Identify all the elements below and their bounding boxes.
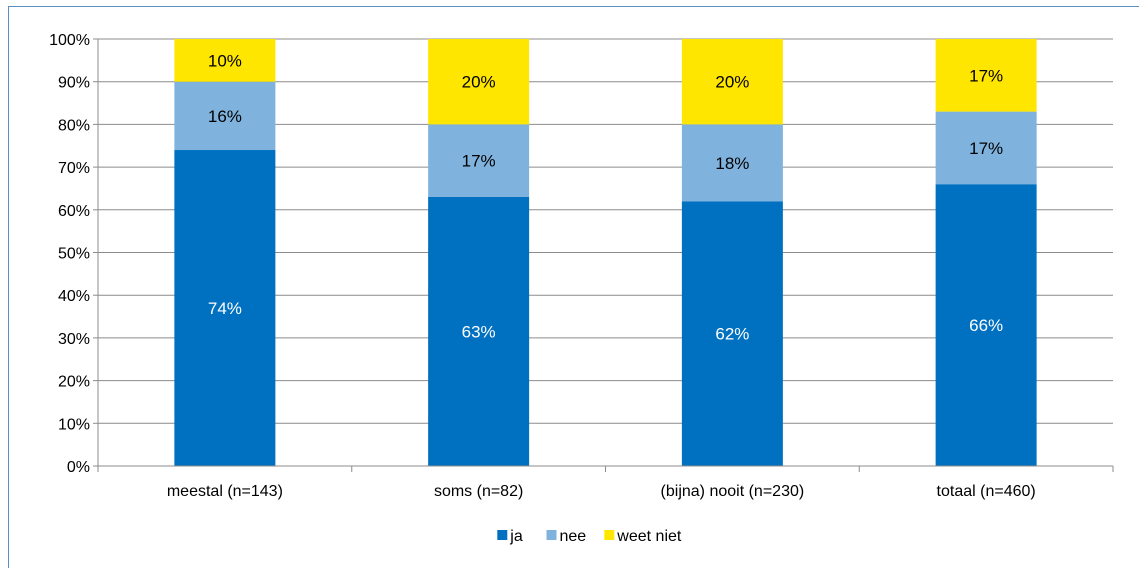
- data-label: 63%: [462, 322, 496, 341]
- y-tick-label: 80%: [58, 117, 90, 134]
- chart-frame: [8, 6, 1139, 568]
- legend-swatch-weet-niet: [604, 530, 615, 540]
- y-tick-label: 90%: [58, 75, 90, 92]
- data-label: 16%: [208, 107, 242, 126]
- data-label: 20%: [462, 73, 496, 92]
- y-tick-label: 0%: [67, 459, 90, 476]
- y-axis: 0% 10% 20% 30% 40% 50% 60% 70% 80% 90% 100%: [49, 32, 99, 476]
- bar-ja: [681, 201, 783, 466]
- bar-ja: [428, 196, 530, 467]
- bar-weet-niet: [681, 39, 783, 125]
- data-label: 20%: [715, 73, 749, 92]
- y-tick-label: 40%: [58, 288, 90, 305]
- y-tick-label: 70%: [58, 160, 90, 177]
- legend-swatch-ja: [497, 530, 508, 540]
- data-label: 17%: [462, 152, 496, 171]
- x-tick-label: soms (n=82): [434, 483, 523, 500]
- bar-weet-niet: [935, 39, 1037, 112]
- bars: 74% 16% 10% 63% 17% 20% 62% 18% 20% 66% 17% 17%: [174, 39, 1037, 467]
- x-tick-label: meestal (n=143): [167, 483, 283, 500]
- bar-weet-niet: [428, 39, 530, 125]
- x-tick-label: (bijna) nooit (n=230): [661, 483, 805, 500]
- data-label: 18%: [715, 154, 749, 173]
- bar-ja: [174, 150, 276, 466]
- data-label: 17%: [969, 66, 1003, 85]
- y-tick-label: 30%: [58, 331, 90, 348]
- bar-nee: [681, 124, 783, 202]
- data-label: 62%: [715, 325, 749, 344]
- legend-label-nee: nee: [560, 528, 587, 545]
- data-label: 66%: [969, 316, 1003, 335]
- y-tick-label: 50%: [58, 246, 90, 263]
- legend: ja nee weet niet: [497, 528, 682, 545]
- bar-nee: [428, 124, 530, 197]
- y-tick-label: 100%: [49, 32, 90, 49]
- bar-ja: [935, 184, 1037, 466]
- data-label: 17%: [969, 139, 1003, 158]
- bar-nee: [174, 81, 276, 151]
- x-axis: meestal (n=143) soms (n=82) (bijna) nooit …: [97, 465, 1114, 500]
- data-label: 74%: [208, 299, 242, 318]
- x-tick-label: totaal (n=460): [937, 483, 1036, 500]
- legend-swatch-nee: [546, 530, 557, 540]
- bar-weet-niet: [174, 39, 276, 82]
- y-tick-label: 10%: [58, 416, 90, 433]
- legend-label-weet-niet: weet niet: [616, 528, 682, 545]
- y-tick-label: 20%: [58, 374, 90, 391]
- bar-nee: [935, 111, 1037, 185]
- y-tick-label: 60%: [58, 203, 90, 220]
- legend-label-ja: ja: [509, 528, 523, 545]
- data-label: 10%: [208, 51, 242, 70]
